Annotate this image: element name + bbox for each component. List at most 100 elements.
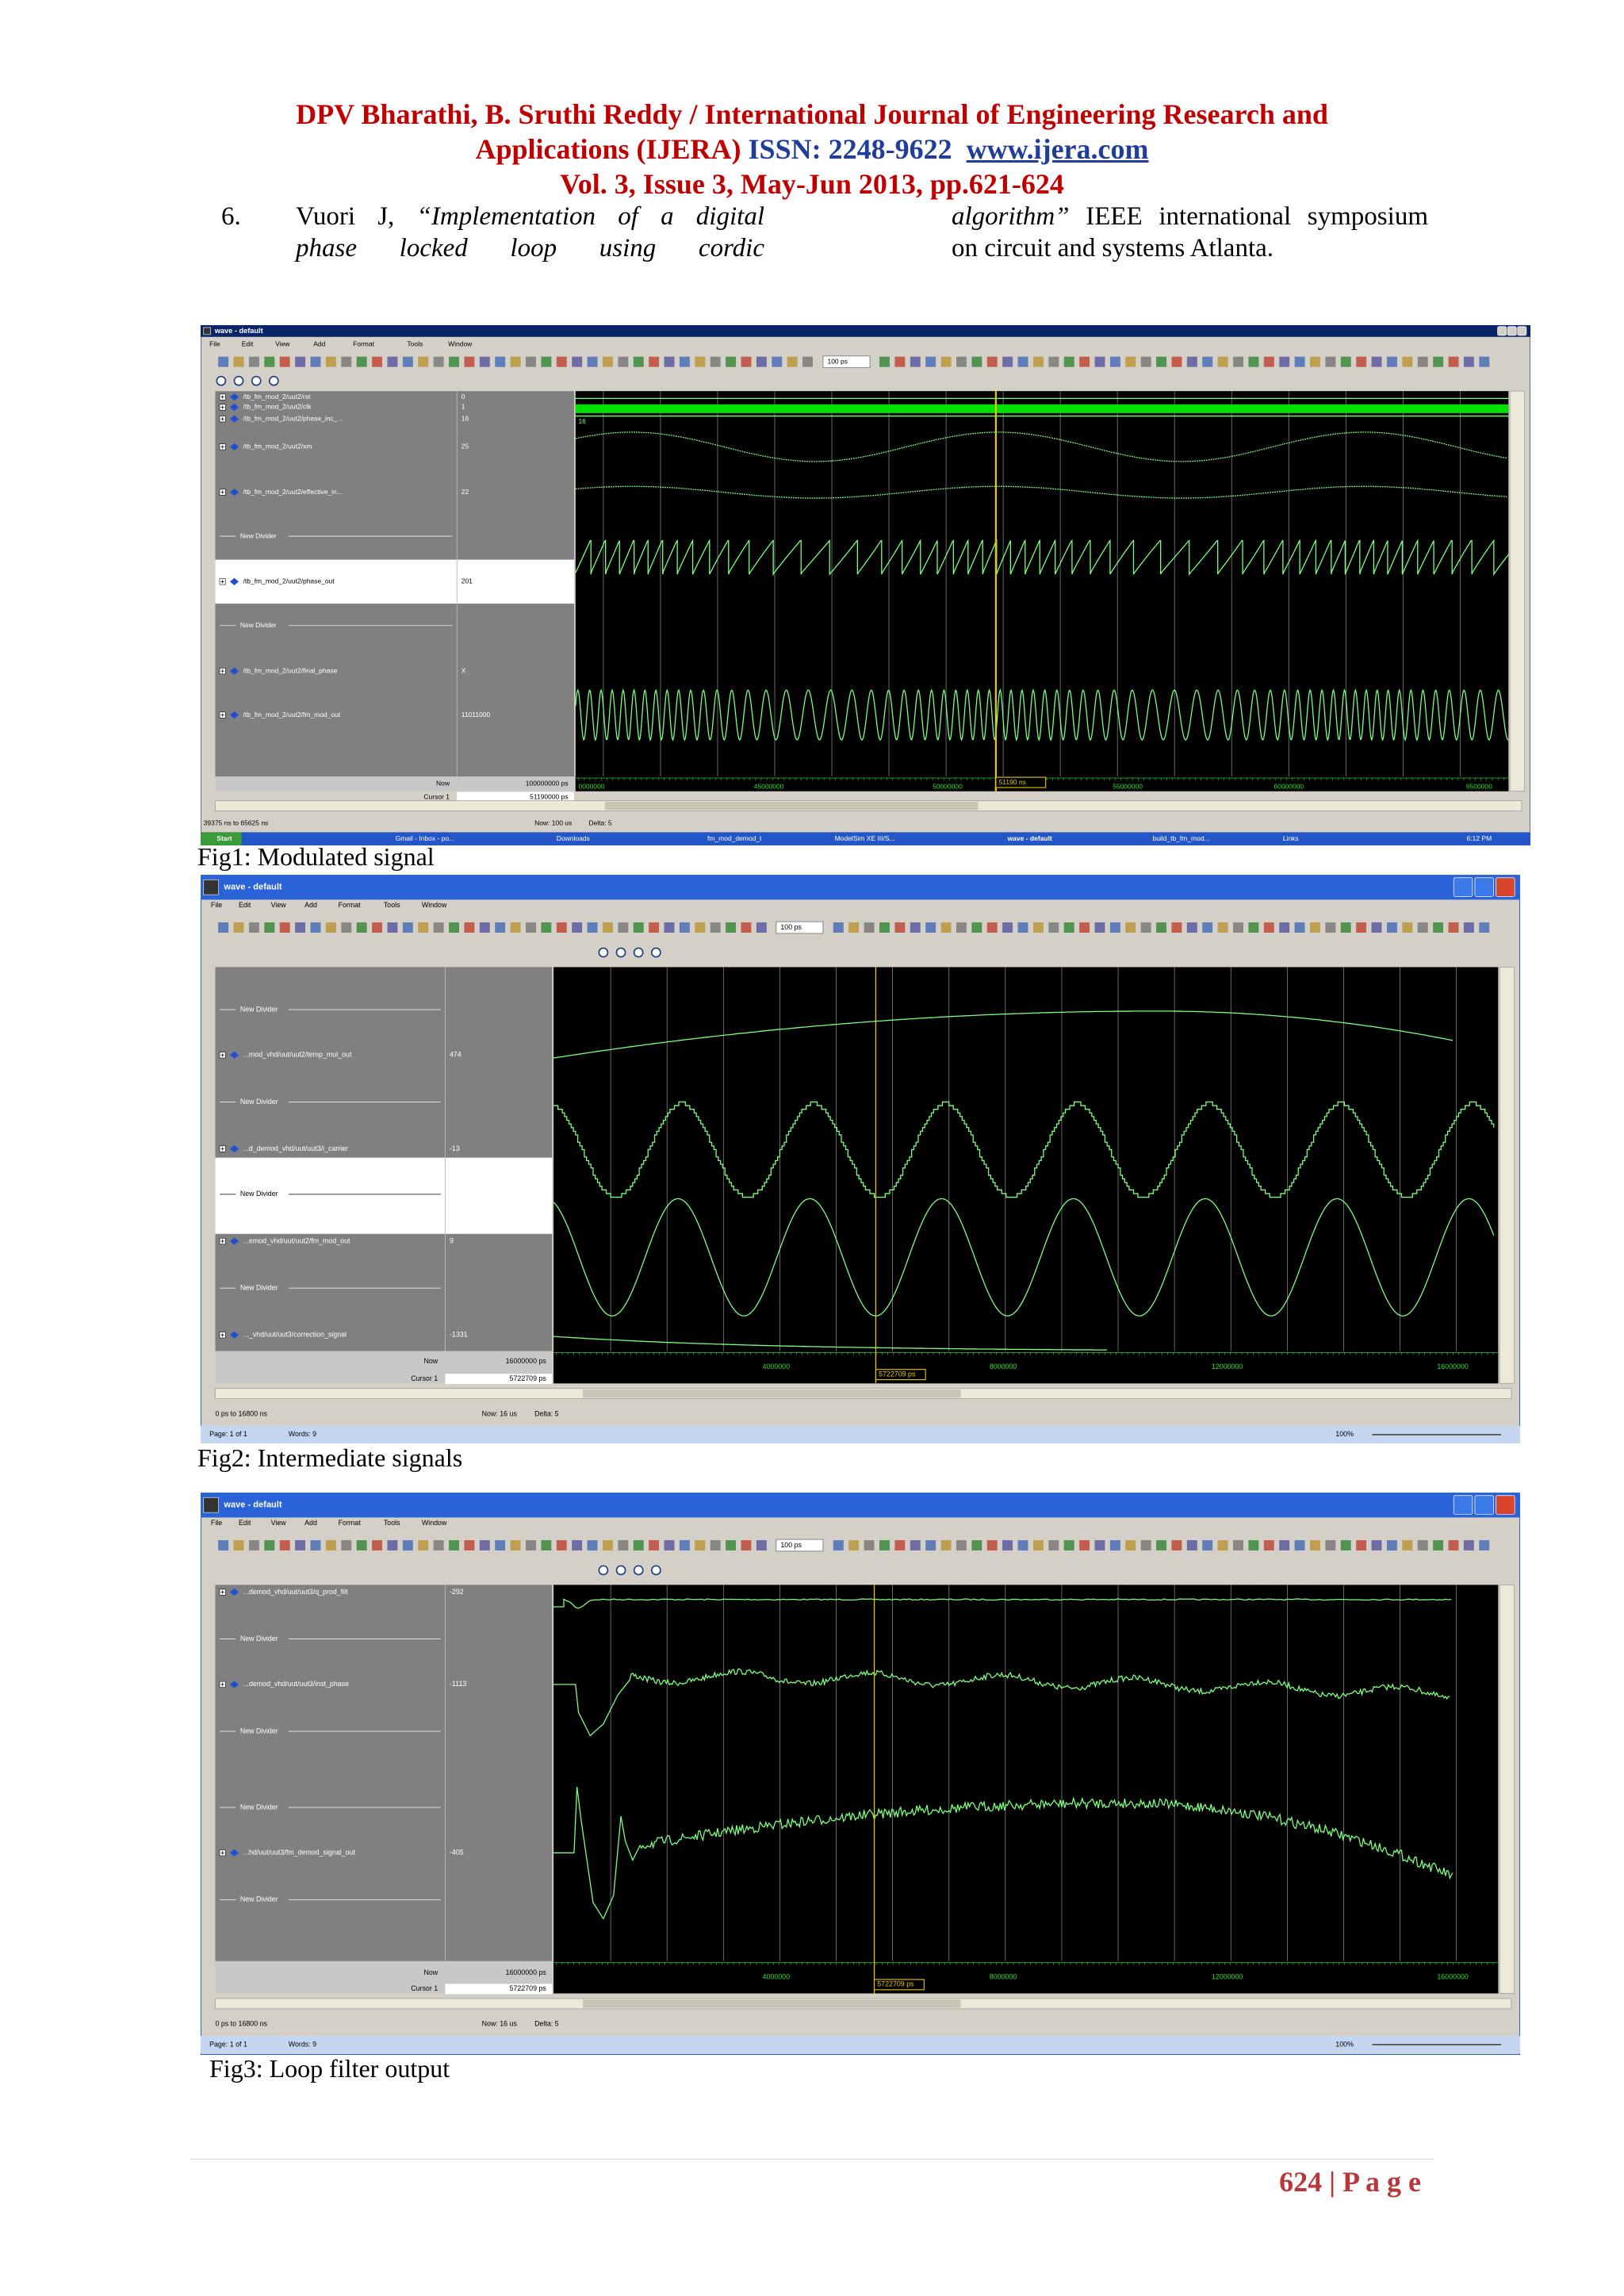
window-button[interactable] — [1517, 326, 1527, 336]
divider-label: New Divider — [240, 531, 277, 539]
menu-item: File — [211, 901, 222, 909]
time-label: 0000000 — [579, 782, 605, 790]
taskbar-item[interactable]: Links — [1283, 834, 1299, 842]
taskbar-item[interactable]: Downloads — [557, 834, 590, 842]
signal-icon — [229, 1588, 239, 1596]
now-label: Now — [423, 1968, 438, 1976]
tool-icon — [1048, 356, 1059, 367]
tool-icon — [1109, 356, 1120, 367]
tool-icon — [618, 356, 629, 367]
tool-icon — [741, 1540, 752, 1550]
now-label: Now — [423, 1357, 438, 1365]
tool-icon — [741, 356, 752, 367]
tool-icon — [341, 356, 352, 367]
ref-title: phase locked loop using cordic — [296, 234, 764, 263]
tool-icon — [986, 1540, 998, 1550]
tool-icon — [910, 356, 921, 367]
tool-icon — [1294, 1540, 1305, 1550]
page-number: 624 | P a g e — [1279, 2166, 1421, 2198]
tool-icon — [679, 356, 690, 367]
menu-item: File — [209, 339, 220, 347]
tool-icon — [726, 922, 737, 933]
tool-icon — [879, 356, 890, 367]
taskbar-item[interactable]: Start — [216, 834, 232, 842]
scroll-thumb[interactable] — [583, 1999, 961, 2008]
signal-name: ...hd/uut/uut3/fm_demod_signal_out — [243, 1849, 356, 1857]
status-text: Now: 100 us — [534, 819, 572, 827]
tool-icon — [295, 922, 306, 933]
tool-icon — [1325, 1540, 1336, 1550]
signal-icon — [229, 667, 239, 675]
start-button[interactable] — [201, 832, 242, 845]
tool-icon — [556, 922, 567, 933]
tool-icon — [1233, 356, 1244, 367]
tool-icon — [1356, 356, 1367, 367]
window-button[interactable] — [1474, 1495, 1494, 1515]
scroll-thumb[interactable] — [604, 801, 979, 811]
signal-name: ...demod_vhd/uut/uut3/q_prod_filt — [243, 1588, 349, 1596]
tool-icon — [510, 1540, 521, 1550]
word-bar-item: Page: 1 of 1 — [209, 1430, 247, 1438]
taskbar-item[interactable]: wave - default — [1007, 834, 1052, 842]
signal-name: ...d_demod_vhd/uut/uut3/i_carrier — [243, 1144, 348, 1152]
taskbar-item[interactable]: build_tb_fm_mod... — [1152, 834, 1209, 842]
time-label: 8000000 — [990, 1363, 1017, 1370]
v-scrollbar[interactable] — [1499, 1584, 1515, 1994]
status-text: 0 ps to 16800 ns — [215, 2020, 267, 2028]
tool-icon — [1371, 922, 1382, 933]
signal-name: /tb_fm_mod_2/uut2/rst — [243, 393, 312, 401]
tool-icon — [495, 922, 506, 933]
waveform — [553, 1668, 1450, 1737]
window-button[interactable] — [1496, 877, 1515, 897]
tool-icon — [710, 356, 721, 367]
cursor-tag — [875, 1369, 926, 1381]
tool-icon — [1032, 356, 1044, 367]
window-title: wave - default — [223, 883, 282, 892]
wave-pane — [553, 967, 1499, 1384]
waveform — [575, 485, 1507, 499]
signal-name: ...mod_vhd/uut/uut2/temp_mul_out — [243, 1051, 352, 1059]
tool-icon — [372, 356, 383, 367]
tool-icon — [295, 1540, 306, 1550]
tool-icon — [1002, 1540, 1013, 1550]
tool-icon — [756, 356, 767, 367]
menu-item: View — [275, 339, 290, 347]
tool-icon — [248, 1540, 259, 1550]
taskbar-item[interactable]: fm_mod_demod_t — [707, 834, 762, 842]
zoom-step: 100 ps — [780, 1541, 802, 1549]
tool-icon — [695, 356, 706, 367]
time-label: 45000000 — [754, 782, 784, 790]
window-button[interactable] — [1496, 1495, 1515, 1515]
window-button[interactable] — [1474, 877, 1494, 897]
signal-icon — [229, 711, 239, 719]
url[interactable]: www.ijera.com — [966, 133, 1149, 165]
tool-icon — [956, 1540, 967, 1550]
window-button[interactable] — [1453, 877, 1473, 897]
signal-icon — [229, 489, 239, 496]
tool-icon — [1386, 1540, 1397, 1550]
taskbar-item[interactable]: Gmail - Inbox - po... — [396, 834, 454, 842]
time-label: 60000000 — [1274, 782, 1304, 790]
tool-icon — [633, 1540, 644, 1550]
scroll-thumb[interactable] — [583, 1389, 961, 1398]
tool-icon — [910, 922, 921, 933]
tool-icon — [264, 356, 275, 367]
tool-icon — [418, 356, 429, 367]
v-scrollbar[interactable] — [1499, 967, 1515, 1384]
signal-icon — [229, 1331, 239, 1339]
window-button[interactable] — [1507, 326, 1517, 336]
taskbar-item[interactable]: 6:12 PM — [1467, 834, 1492, 842]
v-scrollbar[interactable] — [1509, 390, 1525, 792]
zoom-icon — [650, 947, 661, 958]
time-label: 6500000 — [1466, 782, 1492, 790]
tool-icon — [325, 1540, 336, 1550]
taskbar-item[interactable]: ModelSim XE III/S... — [835, 834, 895, 842]
cursor-tag-label: 51190 ns — [999, 778, 1026, 786]
expand-sign — [220, 490, 224, 494]
waveform — [553, 1198, 1495, 1317]
tool-icon — [464, 356, 475, 367]
tool-icon — [372, 922, 383, 933]
window-button[interactable] — [1453, 1495, 1473, 1515]
zoom-icon — [598, 1565, 609, 1576]
window-button[interactable] — [1497, 326, 1507, 336]
